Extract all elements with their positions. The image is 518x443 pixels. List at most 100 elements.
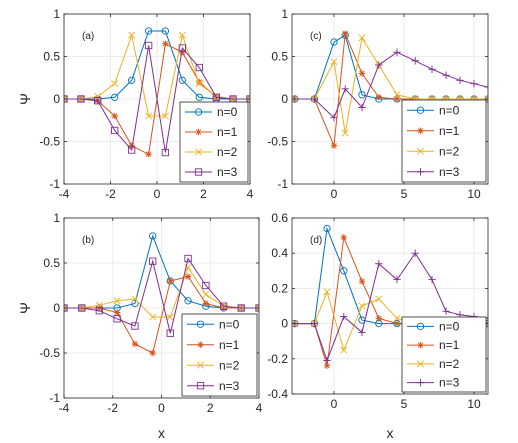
data-point-n=2 bbox=[64, 95, 68, 103]
y-tick-label: 1 bbox=[281, 7, 288, 21]
data-point-n=3 bbox=[246, 95, 250, 103]
data-point-n=3 bbox=[442, 71, 450, 79]
legend-entry: n=3 bbox=[219, 379, 240, 393]
data-point-n=3 bbox=[64, 95, 68, 103]
data-point-n=0 bbox=[111, 93, 119, 101]
y-tick-label: 0.6 bbox=[271, 211, 288, 225]
data-point-n=1 bbox=[375, 315, 382, 322]
data-point-n=0 bbox=[195, 93, 203, 101]
y-tick-label: 1 bbox=[53, 7, 60, 21]
data-point-n=2 bbox=[131, 295, 139, 303]
data-point-n=0 bbox=[330, 38, 338, 46]
y-tick-label: -0.5 bbox=[267, 135, 288, 149]
data-point-n=3 bbox=[178, 44, 186, 52]
panel-a: -4 -2 0 2 4 -1 -0.5 0 0.5 1 (a) Ψn=0 n=1 n=2 n=3 bbox=[17, 7, 254, 201]
data-point-n=0 bbox=[128, 76, 136, 84]
y-tick-label: -1 bbox=[277, 177, 288, 191]
y-tick-label: -0.5 bbox=[39, 346, 60, 360]
x-tick-label: 2 bbox=[207, 401, 214, 415]
legend-entry: n=0 bbox=[439, 103, 460, 117]
x-tick-label: -2 bbox=[107, 401, 118, 415]
data-point-n=2 bbox=[323, 288, 331, 296]
data-point-n=3 bbox=[358, 103, 366, 112]
data-point-n=1 bbox=[358, 70, 366, 77]
data-point-n=2 bbox=[161, 112, 169, 120]
data-point-n=3 bbox=[131, 322, 139, 330]
y-tick-label: 1 bbox=[53, 211, 60, 225]
y-tick-label: -1 bbox=[49, 177, 60, 191]
legend-marker bbox=[196, 320, 205, 328]
data-point-n=3 bbox=[428, 275, 436, 284]
data-point-n=0 bbox=[144, 27, 153, 35]
legend-marker bbox=[194, 108, 203, 116]
legend-marker bbox=[197, 341, 204, 348]
data-point-n=1 bbox=[162, 40, 169, 47]
data-point-n=0 bbox=[184, 297, 192, 305]
legend: n=0 n=1 n=2 n=3 bbox=[179, 101, 249, 183]
data-point-n=2 bbox=[64, 304, 68, 312]
data-point-n=0 bbox=[178, 76, 186, 84]
panel-c: 0 5 10 -1 -0.5 0 0.5 1 (c) n=0 n=1 n=2 n=3 bbox=[267, 7, 489, 201]
data-point-n=1 bbox=[184, 273, 192, 280]
legend-entry: n=1 bbox=[217, 125, 238, 139]
legend-marker bbox=[416, 360, 425, 368]
y-tick-label: 0 bbox=[281, 317, 288, 331]
y-tick-label: 0 bbox=[53, 92, 60, 106]
legend-marker bbox=[417, 341, 424, 349]
y-tick-label: -0.2 bbox=[267, 352, 288, 366]
data-point-n=3 bbox=[144, 41, 153, 50]
data-point-n=1 bbox=[393, 95, 401, 103]
x-tick-label: 4 bbox=[256, 401, 263, 415]
data-point-n=3 bbox=[77, 95, 85, 103]
legend-entry: n=0 bbox=[439, 319, 460, 333]
y-tick-label: 0 bbox=[53, 301, 60, 315]
data-point-n=2 bbox=[202, 290, 210, 299]
legend-marker bbox=[195, 128, 202, 136]
data-point-n=1 bbox=[196, 78, 203, 86]
legend-marker bbox=[194, 148, 203, 156]
data-point-n=3 bbox=[470, 80, 478, 88]
y-tick-label: 0.5 bbox=[43, 50, 60, 64]
data-point-n=3 bbox=[95, 307, 103, 315]
legend-entry: n=3 bbox=[439, 376, 460, 390]
data-point-n=0 bbox=[340, 267, 348, 275]
data-point-n=2 bbox=[111, 80, 119, 88]
data-point-n=3 bbox=[323, 356, 331, 365]
y-axis-label: Ψ bbox=[17, 302, 33, 314]
x-tick-label: 5 bbox=[401, 187, 408, 201]
legend: n=0 n=1 n=2 n=3 bbox=[401, 99, 487, 183]
data-point-n=1 bbox=[342, 30, 349, 37]
data-point-n=3 bbox=[64, 304, 68, 312]
data-point-n=0 bbox=[161, 27, 170, 35]
axes-box bbox=[291, 217, 489, 395]
x-tick-label: -4 bbox=[59, 187, 70, 201]
data-point-n=0 bbox=[131, 299, 139, 308]
data-point-n=1 bbox=[323, 362, 331, 370]
data-point-n=3 bbox=[166, 329, 174, 337]
data-point-n=3 bbox=[456, 76, 464, 84]
data-point-n=3 bbox=[340, 312, 348, 321]
data-point-n=1 bbox=[393, 320, 401, 327]
legend-entry: n=3 bbox=[439, 165, 460, 179]
data-point-n=3 bbox=[375, 260, 383, 268]
legend-box bbox=[401, 316, 487, 393]
data-point-n=3 bbox=[128, 146, 136, 154]
data-point-n=1 bbox=[358, 278, 366, 285]
data-point-n=3 bbox=[330, 114, 338, 122]
data-point-n=2 bbox=[393, 314, 401, 322]
data-point-n=2 bbox=[358, 302, 366, 310]
legend-marker bbox=[416, 168, 425, 176]
data-point-n=3 bbox=[393, 48, 401, 56]
data-point-n=1 bbox=[113, 309, 121, 316]
x-tick-label: 0 bbox=[154, 187, 161, 201]
y-tick-label: 0.5 bbox=[271, 50, 288, 64]
legend-entry: n=2 bbox=[439, 357, 460, 371]
series-group bbox=[64, 27, 250, 158]
x-axis-label: x bbox=[158, 425, 165, 441]
data-point-n=1 bbox=[111, 112, 118, 120]
data-point-n=1 bbox=[149, 349, 156, 357]
data-point-n=2 bbox=[393, 91, 401, 99]
x-tick-label: 5 bbox=[401, 397, 408, 411]
data-point-n=2 bbox=[246, 95, 250, 103]
legend-box bbox=[181, 313, 258, 397]
